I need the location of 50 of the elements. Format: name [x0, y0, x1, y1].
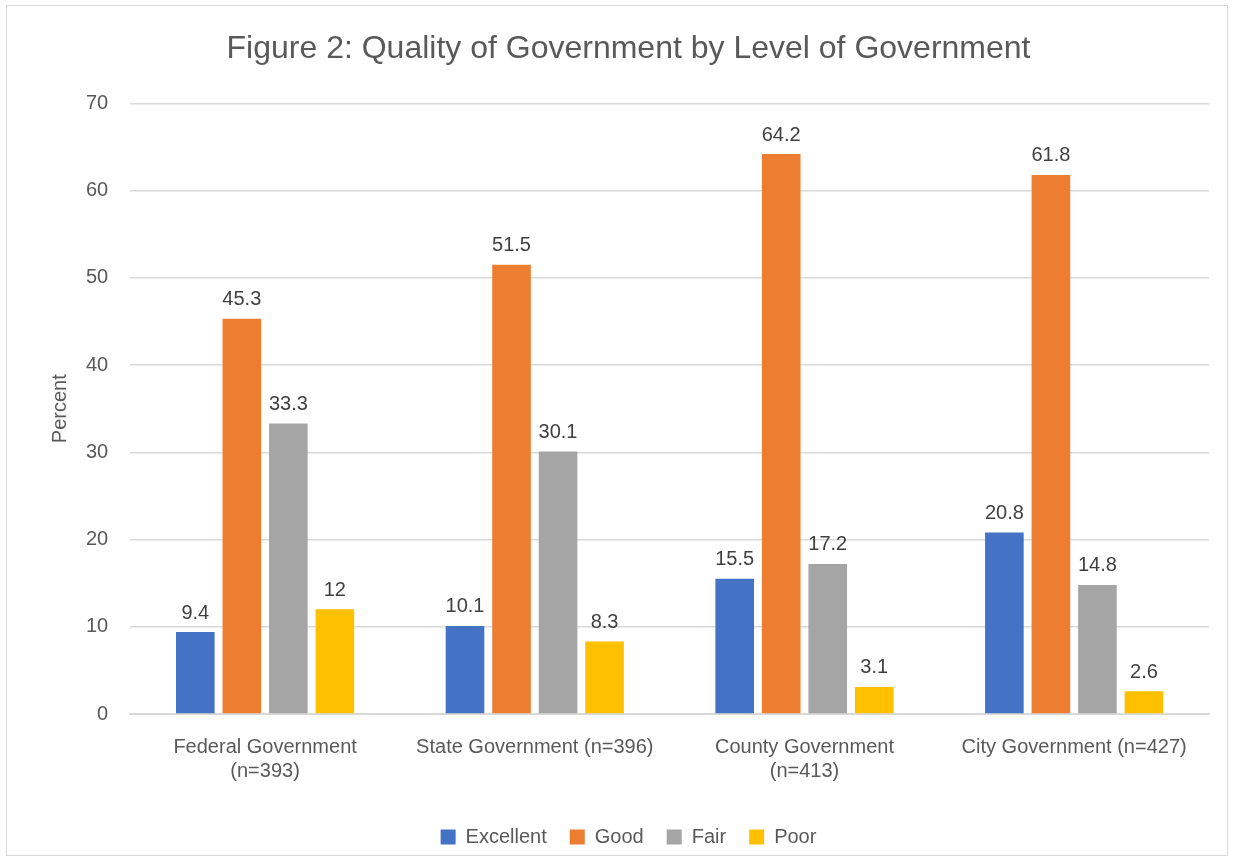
data-label: 3.1: [860, 655, 889, 678]
bar: [445, 625, 485, 714]
data-label: 45.3: [222, 287, 262, 310]
y-axis-title: Percent: [47, 373, 70, 444]
data-label: 17.2: [808, 532, 848, 555]
data-label: 61.8: [1031, 143, 1071, 166]
data-label: 51.5: [492, 233, 531, 256]
x-tick-label: County Government (n=413): [714, 734, 895, 781]
legend-label: Fair: [691, 824, 727, 847]
data-label: 33.3: [268, 392, 308, 415]
x-tick-label: City Government (n=427): [961, 734, 1187, 757]
legend-label: Poor: [774, 824, 817, 847]
y-tick-label: 70: [86, 90, 109, 113]
data-label: 30.1: [538, 419, 578, 442]
bar: [315, 609, 355, 714]
bar: [854, 686, 894, 714]
data-label: 2.6: [1130, 659, 1158, 682]
bar: [715, 578, 754, 714]
y-tick-label: 20: [86, 527, 109, 550]
chart-title: Figure 2: Quality of Government by Level of Government: [226, 29, 1031, 66]
bar: [761, 153, 801, 714]
bar: [222, 318, 262, 714]
bar: [585, 641, 624, 714]
bar: [985, 532, 1024, 714]
y-tick-label: 0: [97, 701, 109, 724]
bar: [1031, 174, 1071, 714]
data-label: 15.5: [715, 547, 755, 570]
data-label: 14.8: [1077, 553, 1117, 576]
bar: [176, 632, 215, 714]
bar: [808, 563, 848, 714]
y-tick-label: 60: [86, 178, 109, 201]
data-label: 20.8: [984, 501, 1024, 524]
data-label: 10.1: [445, 594, 485, 617]
legend-label: Excellent: [465, 824, 548, 847]
data-label: 8.3: [590, 610, 619, 633]
y-tick-label: 30: [86, 439, 109, 462]
legend-label: Good: [594, 824, 644, 847]
bar: [1078, 584, 1117, 714]
y-tick-label: 40: [86, 352, 109, 375]
bar: [1124, 691, 1164, 714]
y-tick-label: 50: [86, 265, 109, 288]
data-label: 9.4: [181, 600, 210, 623]
x-tick-label: State Government (n=396): [416, 734, 654, 757]
data-label: 12: [323, 577, 346, 600]
data-label: 64.2: [761, 122, 801, 145]
bar: [538, 451, 578, 714]
y-tick-label: 10: [86, 614, 109, 637]
bar: [269, 423, 308, 714]
bar: [492, 264, 531, 714]
x-tick-label: Federal Government (n=393): [173, 734, 358, 781]
